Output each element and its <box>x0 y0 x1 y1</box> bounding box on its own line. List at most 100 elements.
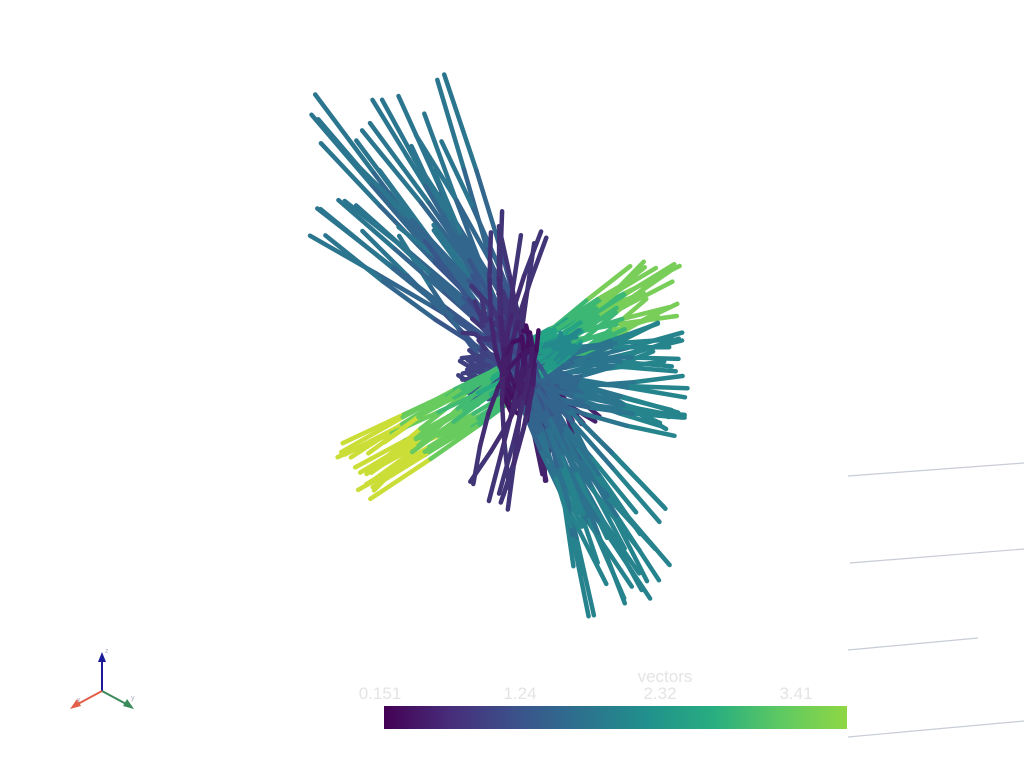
streamline-segment <box>531 373 571 412</box>
streamline-segment <box>451 392 494 424</box>
streamline-segment <box>416 386 465 420</box>
artifact-line <box>849 548 1024 564</box>
y-axis-line <box>101 690 129 706</box>
streamline-segment <box>496 227 502 281</box>
streamline-segment <box>588 483 627 551</box>
orientation-axes-widget[interactable]: z y x <box>70 648 135 709</box>
streamline-segment <box>476 337 488 352</box>
streamline-segment <box>392 237 434 277</box>
scalar-bar-tick-label: 1.24 <box>503 684 537 703</box>
streamline-segment <box>510 232 524 293</box>
streamline-segment <box>431 222 477 283</box>
streamline-segment <box>435 77 467 172</box>
z-axis-label: z <box>105 648 109 655</box>
streamline-segment <box>569 419 615 471</box>
streamline-segment <box>618 393 681 415</box>
streamline-segment <box>531 390 550 429</box>
streamline-segment <box>454 198 492 262</box>
streamline-segment <box>631 373 685 385</box>
streamline-segment <box>546 414 578 474</box>
y-axis-arrow-icon <box>123 699 134 709</box>
streamline-segment <box>524 240 537 295</box>
streamline-segment <box>576 377 630 390</box>
streamline-segment <box>499 372 506 406</box>
streamline-segment <box>617 411 663 429</box>
streamline-segment <box>469 355 486 362</box>
streamline-segment <box>521 364 533 402</box>
x-axis-label: x <box>77 697 81 704</box>
streamline-segment <box>486 385 501 417</box>
streamline-segment <box>624 383 690 391</box>
streamline-segment <box>441 72 479 173</box>
streamline-segment <box>477 308 486 328</box>
artifact-line <box>847 462 1024 477</box>
streamline-segment <box>552 299 602 333</box>
streamline-segment <box>531 362 537 387</box>
streamline-segment <box>579 316 625 334</box>
streamline-segment <box>565 406 614 456</box>
streamline-segment <box>423 183 472 263</box>
streamline-segment <box>413 132 459 203</box>
streamline-segment <box>521 328 533 335</box>
streamline-segment <box>611 363 678 374</box>
streamline-segment <box>574 535 597 618</box>
streamline-segment <box>422 416 481 455</box>
streamline-segment <box>583 263 633 303</box>
streamline-segment <box>439 139 476 212</box>
streamline-segment <box>479 297 489 324</box>
streamline-segment <box>552 472 573 529</box>
streamline-segment <box>585 405 635 416</box>
streamline-segment <box>614 267 675 311</box>
streamline-segment <box>502 312 514 351</box>
streamline-segment <box>621 279 675 310</box>
streamline-segment <box>564 446 610 499</box>
streamline-segment <box>613 337 676 346</box>
streamline-segment <box>422 111 458 201</box>
streamline-segment <box>318 140 383 209</box>
streamline-segment <box>595 518 653 601</box>
streamline-segment <box>357 436 419 475</box>
streamline-segment <box>468 449 494 484</box>
streamline-segment <box>578 292 627 325</box>
streamline-segment <box>436 390 481 415</box>
scalar-bar-tick-label: 3.41 <box>779 684 813 703</box>
streamline-segment <box>499 401 507 444</box>
z-axis-arrow-icon <box>98 652 106 662</box>
streamline-segment <box>616 338 685 359</box>
streamline-segment <box>413 407 467 442</box>
streamline-segment <box>426 423 475 455</box>
streamline-segment <box>366 414 421 456</box>
streamline-segment <box>452 374 496 400</box>
streamline-segment <box>431 168 464 239</box>
y-axis-label: y <box>131 695 135 702</box>
streamline-segment <box>519 290 530 335</box>
streamline-segment <box>370 97 428 189</box>
streamline-segment <box>497 315 506 352</box>
streamline-segment <box>459 365 502 391</box>
streamline-segment <box>468 362 486 373</box>
streamline-segment <box>359 128 424 205</box>
streamline-segment <box>533 377 579 386</box>
scalar-bar-title: vectors <box>637 667 693 686</box>
x-axis-arrow-icon <box>70 699 81 709</box>
streamline-segment <box>363 449 415 488</box>
streamline-segment <box>501 374 517 397</box>
streamline-segment <box>340 412 407 446</box>
streamline-segment <box>566 508 609 587</box>
artifact-line <box>847 637 979 651</box>
streamline-segment <box>392 246 447 295</box>
streamline-segment <box>496 275 503 321</box>
streamline-segment <box>596 472 643 537</box>
streamline-segment <box>335 431 395 460</box>
streamline-segment <box>422 239 472 302</box>
streamline-segment <box>487 230 494 283</box>
streamline-segment <box>570 533 591 619</box>
streamline-segment <box>373 270 436 310</box>
streamline-segment <box>528 235 549 284</box>
streamline-segment <box>593 275 638 311</box>
x-axis-line <box>75 690 103 706</box>
streamline-segment <box>624 423 677 439</box>
streamline-segment <box>509 273 527 318</box>
streamline-segment <box>515 410 530 453</box>
